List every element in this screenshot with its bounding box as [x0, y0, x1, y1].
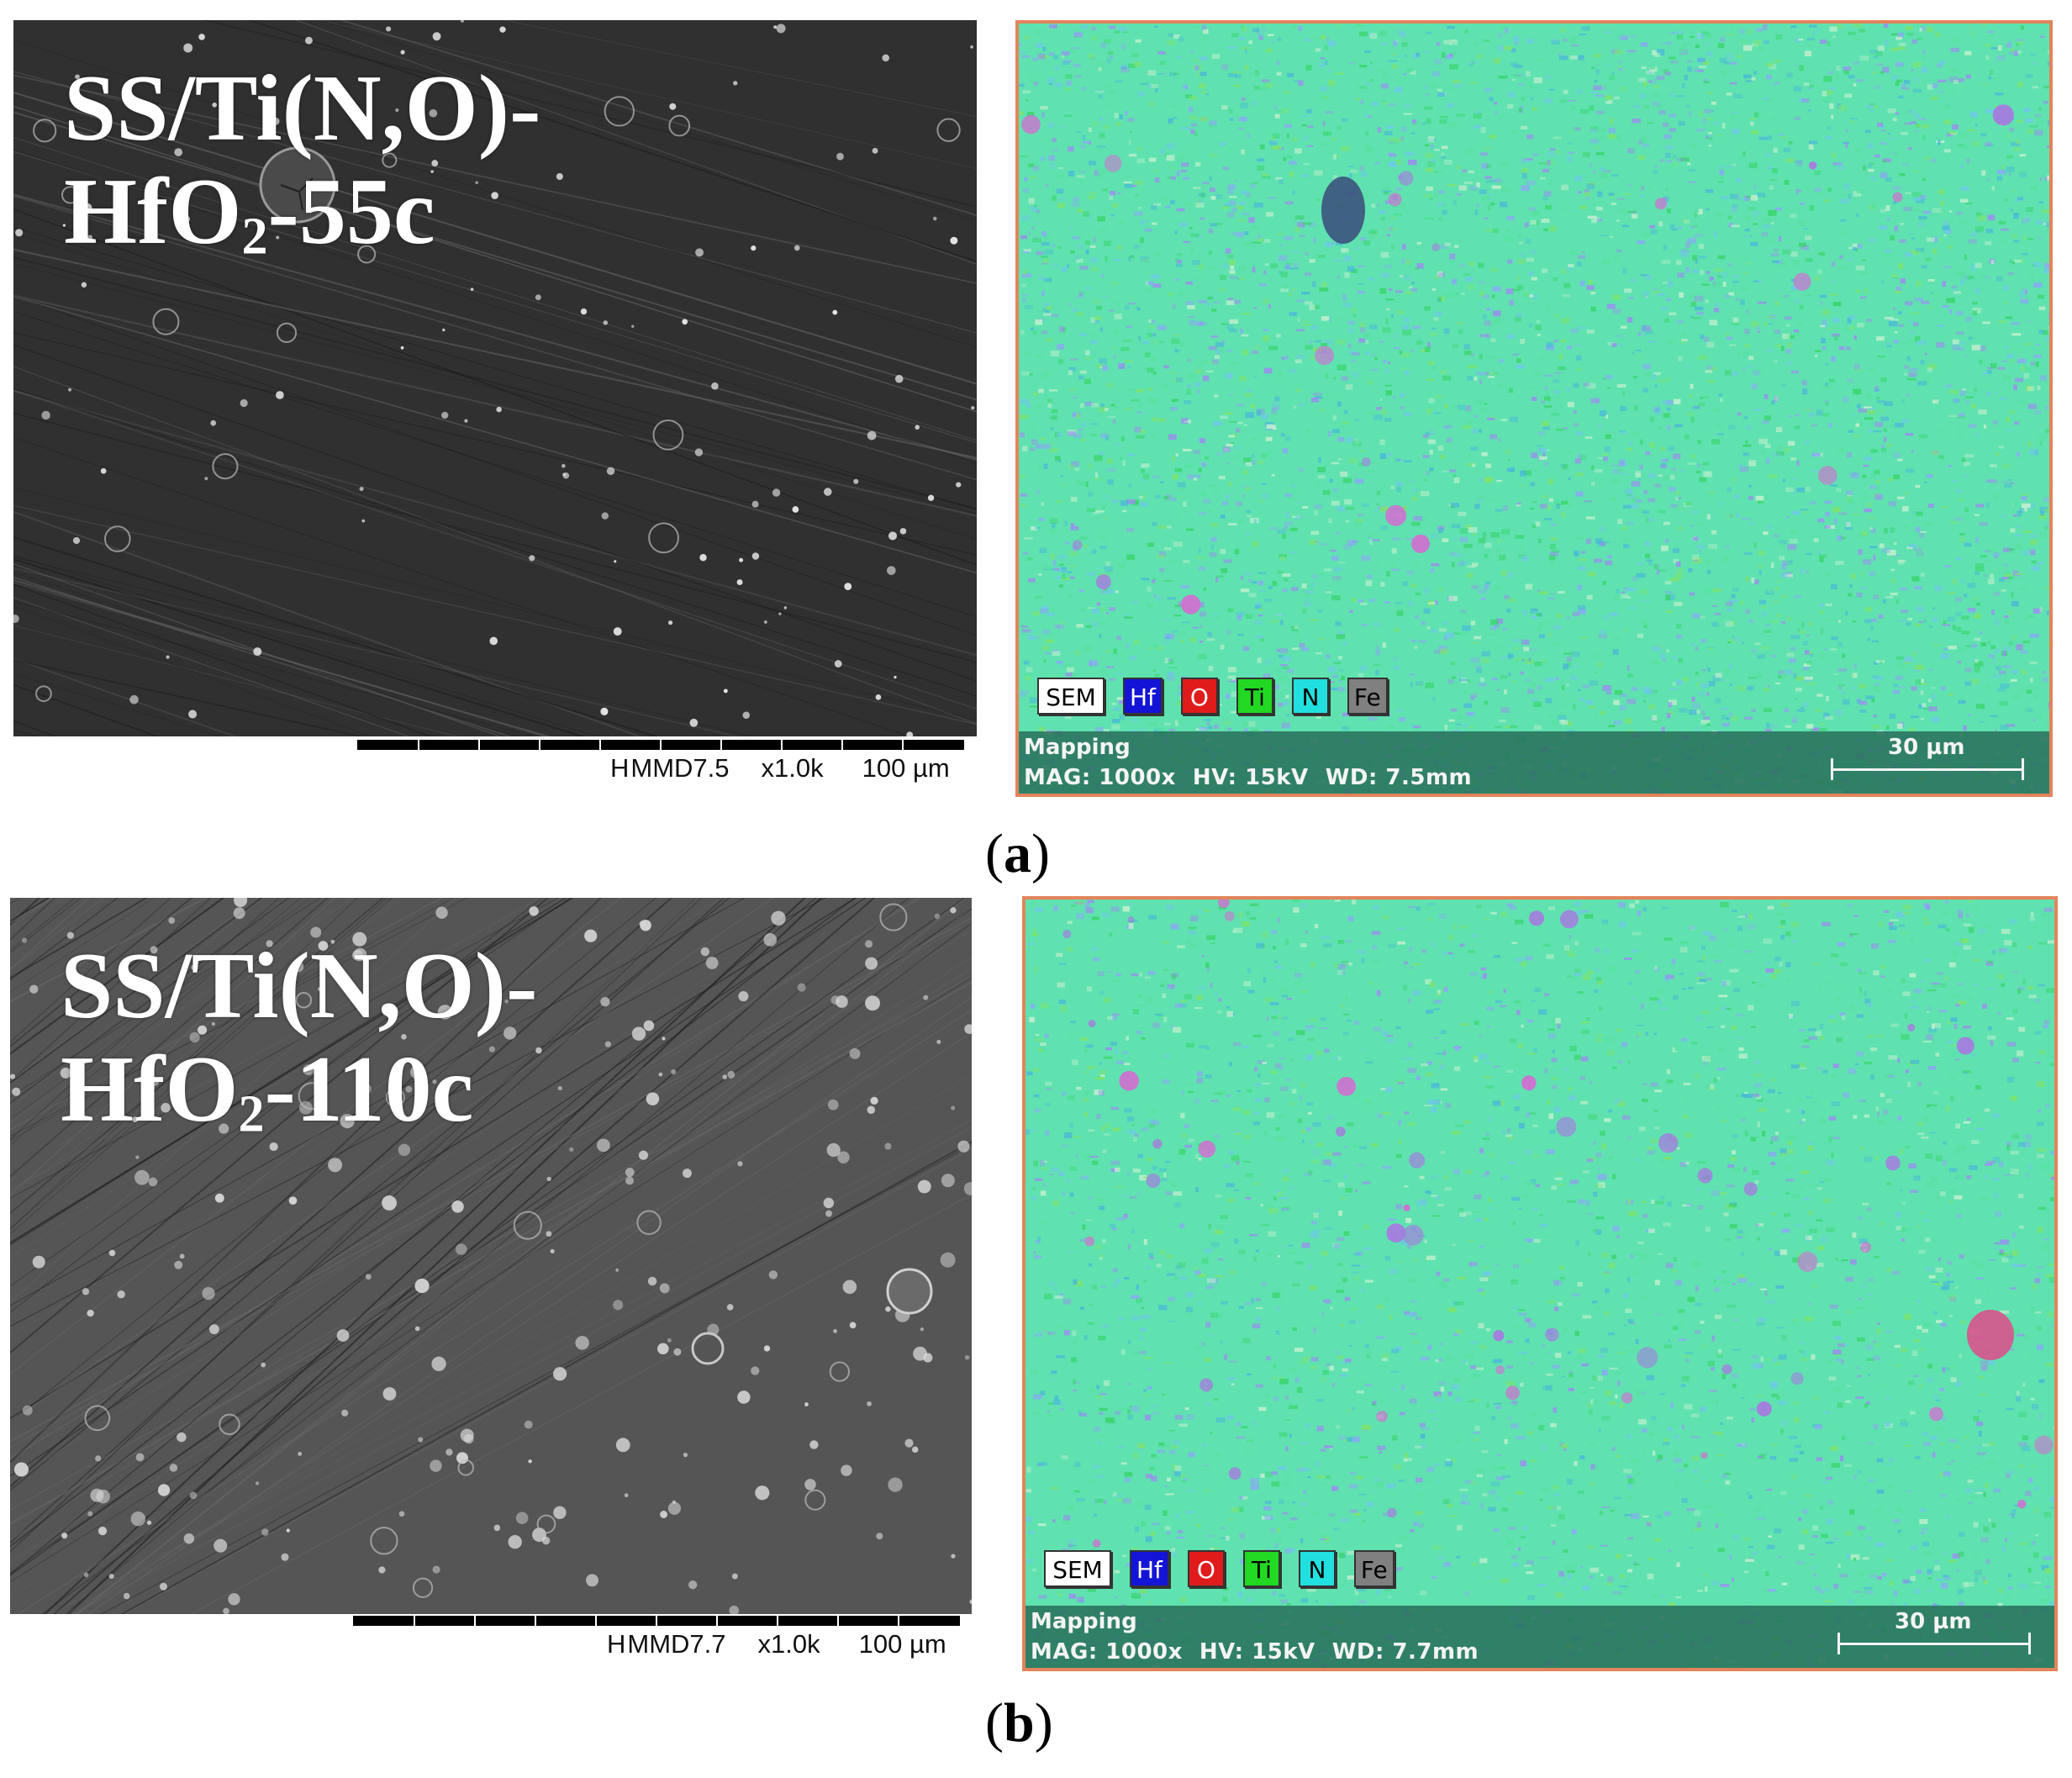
legend-chip-o: O [1187, 1550, 1225, 1587]
title-subscript: 2 [241, 208, 268, 266]
panel-label-a: (a) [985, 823, 1050, 884]
legend-chip-sem: SEM [1037, 678, 1105, 715]
legend-chip-hf: Hf [1130, 1550, 1169, 1587]
map-wd: WD: 7.5mm [1325, 765, 1473, 790]
map-info-bar-b: Mapping MAG: 1000x HV: 15kV WD: 7.7mm 30 µ… [1025, 1606, 2054, 1668]
sem-texture-b [10, 898, 972, 1614]
sem-title-b: SS/Ti(N,O)- HfO2-110c [61, 934, 538, 1143]
legend-chip-fe: Fe [1347, 678, 1388, 715]
sem-scale: 100 µm [858, 1629, 946, 1659]
sem-image-a: SS/Ti(N,O)- HfO2-55c [13, 20, 977, 736]
map-mag: MAG: 1000x [1031, 1639, 1183, 1665]
map-info-bar-a: Mapping MAG: 1000x HV: 15kV WD: 7.5mm 30 µ… [1019, 731, 2049, 794]
map-scale-line [1831, 758, 2024, 780]
map-scale-label: 30 µm [1888, 735, 1965, 760]
sem-info-b: HMMD7.7 x1.0k 100 µm [607, 1629, 946, 1659]
sem-title-line1: SS/Ti(N,O)- [61, 934, 538, 1038]
map-mode: Mapping [1024, 735, 1131, 760]
title-suffix: -55c [267, 160, 435, 265]
map-hv: HV: 15kV [1199, 1639, 1315, 1665]
eds-texture-b [1025, 900, 2054, 1668]
legend-chip-n: N [1298, 1550, 1336, 1587]
map-params: MAG: 1000x HV: 15kV WD: 7.5mm [1024, 765, 1489, 790]
title-subscript: 2 [238, 1085, 265, 1143]
sem-scale-bar-b [353, 1616, 960, 1626]
eds-map-a: SEM Hf O Ti N Fe Mapping MAG: 1000x HV: 15kV WD… [1015, 20, 2053, 797]
sem-mag: x1.0k [761, 753, 824, 783]
sem-title-line2: HfO2-110c [61, 1038, 537, 1143]
map-params: MAG: 1000x HV: 15kV WD: 7.7mm [1031, 1639, 1495, 1665]
sem-info-a: HMMD7.5 x1.0k 100 µm [610, 753, 950, 783]
map-scale-line [1837, 1633, 2031, 1654]
sem-mag: x1.0k [757, 1629, 820, 1659]
panel-label-b: (b) [985, 1692, 1053, 1754]
legend-chip-ti: Ti [1242, 1550, 1280, 1587]
title-formula: HfO [64, 160, 242, 265]
panel-letter-b: b [1003, 1692, 1035, 1754]
title-suffix: -110c [264, 1037, 474, 1142]
map-scale-label: 30 µm [1895, 1609, 1972, 1634]
map-mode: Mapping [1031, 1609, 1137, 1634]
legend-chip-ti: Ti [1236, 678, 1273, 715]
legend-chip-o: O [1180, 678, 1218, 715]
element-legend-a: SEM Hf O Ti N Fe [1037, 678, 1388, 715]
map-mag: MAG: 1000x [1024, 765, 1176, 790]
title-formula: HfO [61, 1037, 239, 1142]
sem-title-a: SS/Ti(N,O)- HfO2-55c [64, 56, 541, 266]
sem-scale-bar-a [357, 740, 964, 750]
sem-mode: H [610, 753, 630, 783]
sem-scale: 100 µm [862, 753, 950, 783]
sem-md: MMD7.5 [630, 753, 730, 783]
legend-chip-n: N [1291, 678, 1329, 715]
sem-texture-a [13, 20, 977, 736]
map-hv: HV: 15kV [1192, 765, 1309, 790]
map-wd: WD: 7.7mm [1331, 1639, 1479, 1665]
sem-title-line2: HfO2-55c [64, 161, 540, 266]
sem-title-line1: SS/Ti(N,O)- [64, 56, 541, 161]
eds-map-b: SEM Hf O Ti N Fe Mapping MAG: 1000x HV: 15kV WD… [1022, 896, 2058, 1671]
legend-chip-hf: Hf [1123, 678, 1163, 715]
legend-chip-fe: Fe [1353, 1550, 1395, 1587]
legend-chip-sem: SEM [1044, 1550, 1111, 1587]
sem-mode: H [607, 1629, 626, 1659]
panel-letter-a: a [1003, 823, 1031, 884]
sem-image-b: SS/Ti(N,O)- HfO2-110c [10, 898, 972, 1614]
element-legend-b: SEM Hf O Ti N Fe [1044, 1550, 1395, 1587]
sem-md: MMD7.7 [627, 1629, 726, 1659]
